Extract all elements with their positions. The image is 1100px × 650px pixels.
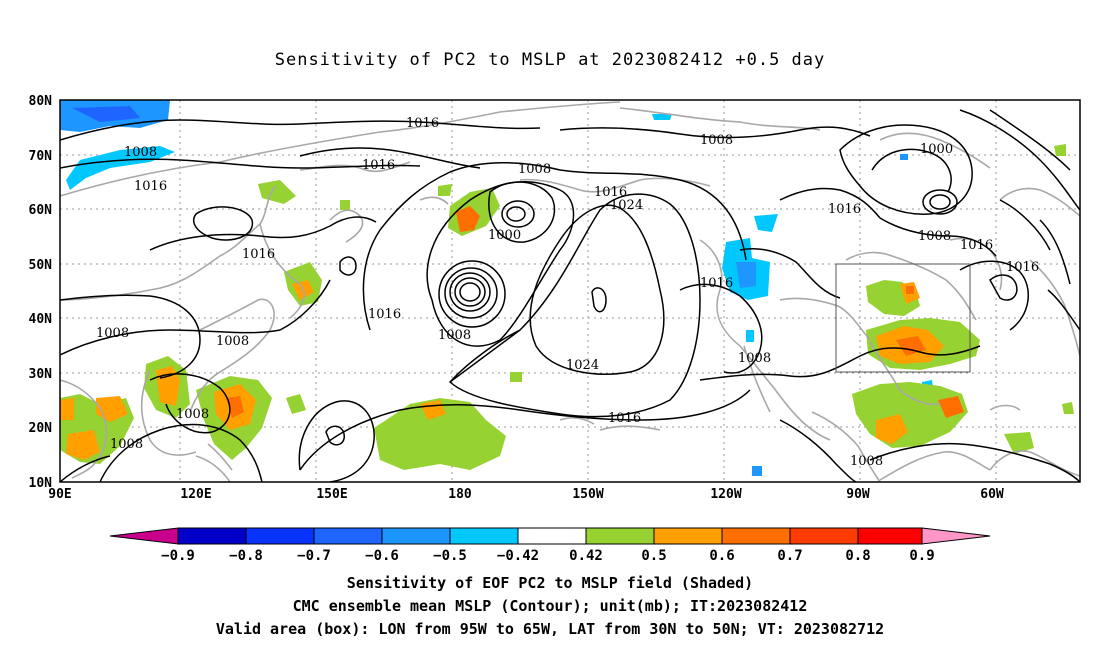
longitude-labels: 90E 120E 150E 180 150W 120W 90W 60W [48, 487, 1004, 502]
lon-label: 180 [448, 487, 472, 502]
contour-label: 1008 [124, 145, 157, 160]
contour-label: 1000 [920, 142, 953, 157]
colorbar-cell [653, 527, 723, 545]
map-frame [59, 99, 1081, 483]
colorbar-cell [245, 527, 315, 545]
contour-label: 1008 [738, 351, 771, 366]
contour-label: 1016 [594, 185, 627, 200]
contour-label: 1008 [216, 334, 249, 349]
colorbar-label: −0.8 [229, 548, 263, 564]
colorbar-cell [313, 527, 383, 545]
contour-labels: 1016 1008 1016 1016 1008 1000 1016 1024 … [96, 116, 1039, 469]
colorbar-label: 0.9 [909, 548, 934, 564]
contour-label: 1016 [1006, 260, 1039, 275]
lon-label: 90W [846, 487, 870, 502]
contour-label: 1016 [406, 116, 439, 131]
contour-label: 1008 [850, 454, 883, 469]
sensitivity-shading [60, 100, 1074, 476]
colorbar-label: 0.8 [845, 548, 870, 564]
contour-label: 1016 [960, 238, 993, 253]
colorbar-cell [517, 527, 587, 545]
colorbar-cell [585, 527, 655, 545]
contour-label: 1008 [918, 229, 951, 244]
lon-label: 150W [572, 487, 603, 502]
contour-label: 1008 [518, 162, 551, 177]
colorbar-label: −0.9 [161, 548, 195, 564]
lat-label: 20N [29, 421, 53, 436]
contour-label: 1016 [368, 307, 401, 322]
contour-label: 1008 [96, 326, 129, 341]
contour-label: 1008 [110, 437, 143, 452]
contour-label: 1024 [566, 358, 599, 373]
map-title: Sensitivity of PC2 to MSLP at 2023082412… [274, 50, 826, 70]
lat-label: 80N [29, 94, 53, 109]
caption-line-2: CMC ensemble mean MSLP (Contour); unit(m… [292, 597, 808, 615]
lat-label: 70N [29, 149, 53, 164]
latitude-labels: 80N 70N 60N 50N 40N 30N 20N 10N [29, 94, 53, 491]
colorbar-cell [789, 527, 859, 545]
colorbar-label: 0.42 [569, 548, 603, 564]
colorbar-cell [177, 527, 247, 545]
colorbar [109, 527, 991, 545]
colorbar-cell [857, 527, 923, 545]
contour-label: 1016 [134, 179, 167, 194]
contour-label: 1008 [700, 133, 733, 148]
colorbar-label: 0.6 [709, 548, 734, 564]
lon-label: 60W [980, 487, 1004, 502]
colorbar-label: 0.7 [777, 548, 802, 564]
lon-label: 120E [180, 487, 211, 502]
valid-area-box [835, 263, 971, 373]
colorbar-labels: −0.9 −0.8 −0.7 −0.6 −0.5 −0.42 0.42 0.5 … [161, 548, 935, 564]
colorbar-label: 0.5 [641, 548, 666, 564]
contour-label: 1016 [828, 202, 861, 217]
lat-label: 60N [29, 203, 53, 218]
colorbar-label: −0.7 [297, 548, 331, 564]
contour-label: 1008 [438, 328, 471, 343]
colorbar-low-triangle [109, 527, 179, 545]
contour-label: 1016 [242, 247, 275, 262]
colorbar-cell [721, 527, 791, 545]
contour-label: 1016 [362, 158, 395, 173]
caption-line-3: Valid area (box): LON from 95W to 65W, L… [215, 620, 885, 638]
mslp-contours [60, 109, 1080, 482]
colorbar-label: −0.42 [497, 548, 539, 564]
colorbar-label: −0.5 [433, 548, 467, 564]
colorbar-cell [449, 527, 519, 545]
contour-label: 1000 [488, 228, 521, 243]
lat-label: 10N [29, 476, 53, 491]
lon-label: 90E [48, 487, 71, 502]
colorbar-cell [381, 527, 451, 545]
contour-label: 1016 [608, 411, 641, 426]
colorbar-high-triangle [921, 527, 991, 545]
lat-label: 50N [29, 258, 53, 273]
lon-label: 150E [316, 487, 347, 502]
lon-label: 120W [710, 487, 741, 502]
coastlines [60, 101, 1080, 482]
caption-line-1: Sensitivity of EOF PC2 to MSLP field (Sh… [346, 574, 754, 592]
colorbar-label: −0.6 [365, 548, 399, 564]
lat-label: 30N [29, 367, 53, 382]
contour-label: 1016 [700, 276, 733, 291]
contour-label: 1024 [610, 198, 643, 213]
lat-label: 40N [29, 312, 53, 327]
contour-label: 1008 [176, 407, 209, 422]
